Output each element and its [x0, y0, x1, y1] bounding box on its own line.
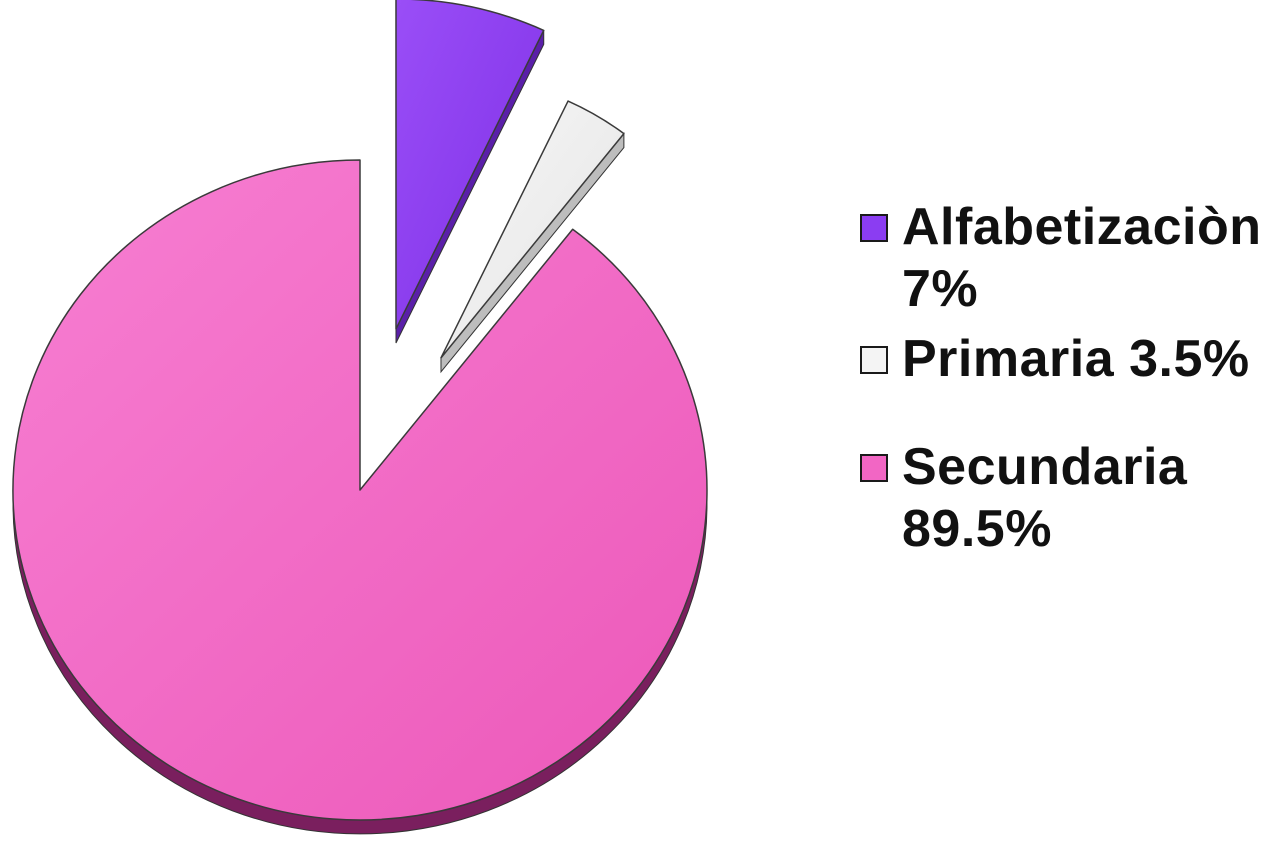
chart-legend: Alfabetizaciòn 7% Primaria 3.5% Secundar… [858, 196, 1278, 560]
pie-slice-top-primaria [440, 100, 625, 359]
legend-label-primaria: Primaria 3.5% [902, 330, 1250, 388]
legend-swatch-primaria [860, 346, 888, 374]
legend-swatch-alfabetizacion [860, 214, 888, 242]
legend-label-alfabetizacion: Alfabetizaciòn 7% [902, 198, 1262, 318]
legend-swatch-secundaria [860, 454, 888, 482]
pie-slice-alfabetizacion [395, 0, 545, 344]
legend-label-secundaria: Secundaria 89.5% [902, 438, 1188, 558]
pie-slice-secundaria [12, 159, 708, 835]
pie-slice-top-secundaria [12, 159, 708, 821]
pie-slice-top-alfabetizacion [395, 0, 545, 330]
pie-slice-primaria [440, 100, 625, 374]
legend-item-primaria: Primaria 3.5% [858, 328, 1278, 390]
legend-item-secundaria: Secundaria 89.5% [858, 436, 1278, 560]
legend-item-alfabetizacion: Alfabetizaciòn 7% [858, 196, 1278, 320]
pie-slices [12, 0, 708, 835]
